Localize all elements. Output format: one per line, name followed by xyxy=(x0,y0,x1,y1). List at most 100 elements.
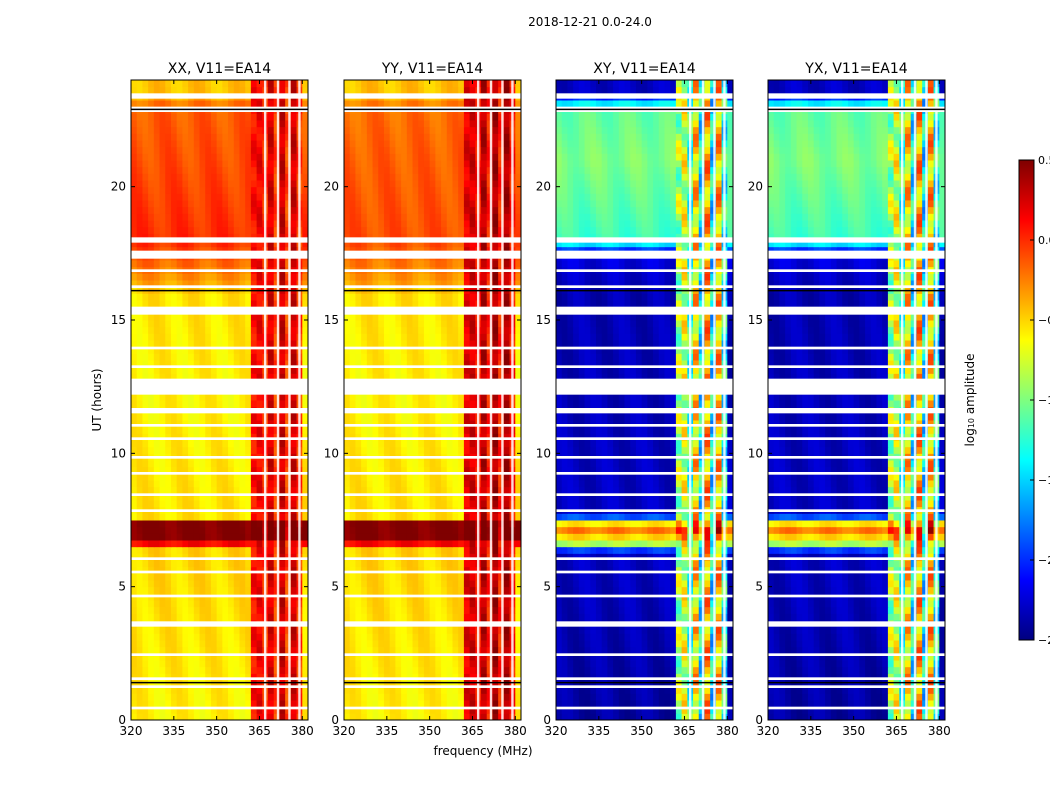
heatmap-cell xyxy=(239,633,246,641)
heatmap-cell xyxy=(165,426,172,434)
heatmap-cell xyxy=(142,666,149,674)
heatmap-cell xyxy=(210,486,218,494)
heatmap-cell xyxy=(136,260,143,268)
heatmap-cell xyxy=(446,706,453,714)
heatmap-cell xyxy=(233,713,240,721)
heatmap-cell xyxy=(170,206,178,214)
heatmap-cell xyxy=(361,360,368,368)
heatmap-cell xyxy=(239,586,246,594)
heatmap-cell xyxy=(366,580,374,588)
heatmap-cell xyxy=(378,420,385,428)
heatmap-cell xyxy=(395,513,402,521)
heatmap-cell xyxy=(193,600,201,608)
heatmap-cell xyxy=(481,566,488,574)
heatmap-cell xyxy=(279,206,286,214)
heatmap-cell xyxy=(222,273,229,281)
heatmap-cell xyxy=(142,693,149,701)
heatmap-cell xyxy=(481,653,488,661)
heatmap-cell xyxy=(481,326,488,334)
heatmap-cell xyxy=(176,600,183,608)
heatmap-cell xyxy=(233,360,240,368)
heatmap-cell xyxy=(136,246,143,254)
heatmap-cell xyxy=(210,420,218,428)
heatmap-cell xyxy=(245,100,252,108)
heatmap-cell xyxy=(344,533,351,541)
heatmap-cell xyxy=(302,300,309,308)
heatmap-cell xyxy=(412,626,419,634)
heatmap-cell xyxy=(193,446,201,454)
heatmap-cell xyxy=(290,373,298,381)
heatmap-cell xyxy=(222,466,229,474)
heatmap-cell xyxy=(136,426,143,434)
heatmap-cell xyxy=(216,486,223,494)
heatmap-cell xyxy=(268,186,275,194)
heatmap-cell xyxy=(228,460,235,468)
heatmap-cell xyxy=(302,646,309,654)
heatmap-cell xyxy=(142,573,149,581)
heatmap-cell xyxy=(401,660,408,668)
heatmap-cell xyxy=(233,100,240,108)
heatmap-cell xyxy=(136,460,143,468)
heatmap-cell xyxy=(193,686,201,694)
heatmap-cell xyxy=(188,340,195,348)
heatmap-cell xyxy=(176,553,183,561)
heatmap-cell xyxy=(250,80,258,88)
heatmap-cell xyxy=(492,573,499,581)
heatmap-cell xyxy=(290,113,298,121)
heatmap-cell xyxy=(515,673,522,681)
heatmap-cell xyxy=(222,480,229,488)
heatmap-cell xyxy=(361,346,368,354)
heatmap-cell xyxy=(355,533,362,541)
heatmap-cell xyxy=(233,173,240,181)
heatmap-cell xyxy=(131,473,138,481)
heatmap-cell xyxy=(302,326,309,334)
heatmap-cell xyxy=(418,420,425,428)
heatmap-cell xyxy=(199,553,206,561)
heatmap-cell xyxy=(302,240,309,248)
heatmap-cell xyxy=(383,613,391,621)
heatmap-cell xyxy=(441,346,448,354)
heatmap-cell xyxy=(176,346,183,354)
heatmap-cell xyxy=(268,146,275,154)
heatmap-cell xyxy=(366,713,374,721)
heatmap-cell xyxy=(429,420,436,428)
heatmap-cell xyxy=(515,426,522,434)
heatmap-cell xyxy=(210,613,218,621)
heatmap-cell xyxy=(176,526,183,534)
heatmap-cell xyxy=(302,226,309,234)
heatmap-cell xyxy=(378,706,385,714)
heatmap-cell xyxy=(131,313,138,321)
heatmap-cell xyxy=(228,486,235,494)
heatmap-cell xyxy=(245,193,252,201)
heatmap-cell xyxy=(469,700,476,708)
heatmap-cell xyxy=(148,526,155,534)
heatmap-cell xyxy=(441,673,448,681)
heatmap-cell xyxy=(199,100,206,108)
heatmap-cell xyxy=(361,313,368,321)
heatmap-cell xyxy=(383,660,391,668)
heatmap-cell xyxy=(131,180,138,188)
heatmap-cell xyxy=(349,400,356,408)
heatmap-cell xyxy=(452,333,459,341)
heatmap-cell xyxy=(165,366,172,374)
heatmap-cell xyxy=(469,420,476,428)
heatmap-cell xyxy=(302,486,309,494)
heatmap-cell xyxy=(355,440,362,448)
flagged-time xyxy=(131,437,308,440)
heatmap-cell xyxy=(188,586,195,594)
heatmap-cell xyxy=(216,713,223,721)
heatmap-cell xyxy=(182,193,189,201)
heatmap-cell xyxy=(153,646,161,654)
heatmap-cell xyxy=(136,146,143,154)
heatmap-cell xyxy=(441,626,448,634)
heatmap-cell xyxy=(233,126,240,134)
heatmap-cell xyxy=(170,433,178,441)
heatmap-cell xyxy=(492,606,499,614)
heatmap-cell xyxy=(165,206,172,214)
heatmap-cell xyxy=(216,653,223,661)
heatmap-cell xyxy=(176,713,183,721)
heatmap-cell xyxy=(131,586,138,594)
heatmap-cell xyxy=(245,633,252,641)
heatmap-cell xyxy=(176,206,183,214)
heatmap-cell xyxy=(290,460,298,468)
